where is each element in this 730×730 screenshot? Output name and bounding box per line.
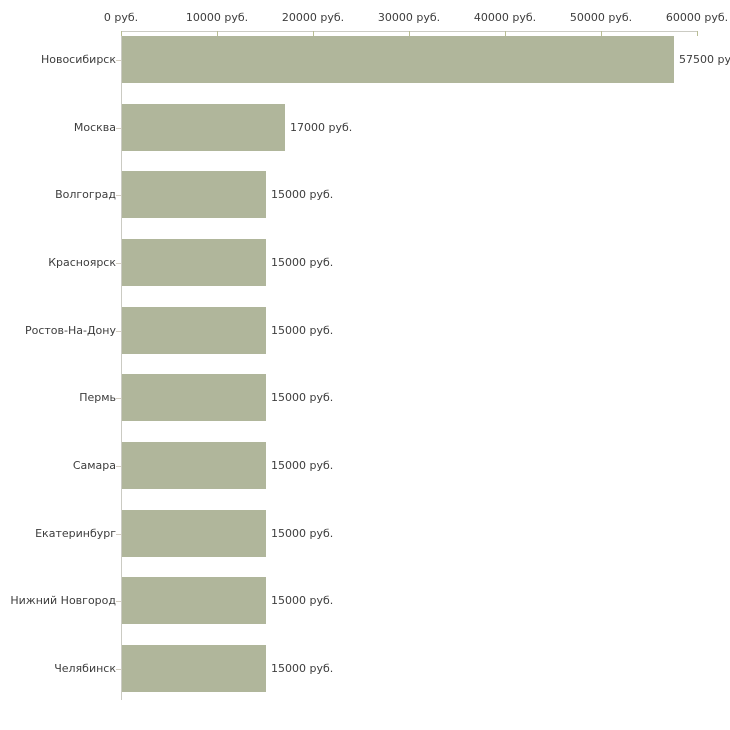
y-axis-tick-mark [116,669,121,670]
x-axis-tick-label: 10000 руб. [185,11,249,24]
value-label: 15000 руб. [271,188,334,201]
bar [122,577,266,624]
bar [122,36,674,83]
bar [122,307,266,354]
y-axis-tick-mark [116,331,121,332]
category-label: Нижний Новгород [10,594,116,607]
category-label: Екатеринбург [35,527,116,540]
y-axis-tick-mark [116,534,121,535]
x-axis-tick-mark [409,31,410,36]
bar [122,171,266,218]
value-label: 15000 руб. [271,662,334,675]
bar [122,239,266,286]
x-axis-tick-label: 50000 руб. [569,11,633,24]
category-label: Пермь [79,391,116,404]
x-axis-tick-mark [505,31,506,36]
value-label: 57500 руб. [679,53,730,66]
y-axis-tick-mark [116,601,121,602]
value-label: 15000 руб. [271,594,334,607]
y-axis-tick-mark [116,466,121,467]
value-label: 17000 руб. [290,121,353,134]
bar [122,374,266,421]
y-axis-tick-mark [116,195,121,196]
value-label: 15000 руб. [271,391,334,404]
x-axis-tick-mark [601,31,602,36]
y-axis-line [121,31,122,700]
y-axis-tick-mark [116,60,121,61]
x-axis-tick-mark [217,31,218,36]
x-axis-tick-mark [697,31,698,36]
value-label: 15000 руб. [271,527,334,540]
bar [122,510,266,557]
category-label: Новосибирск [40,53,116,66]
category-label: Москва [73,121,116,134]
x-axis-tick-label: 40000 руб. [473,11,537,24]
bar [122,645,266,692]
y-axis-tick-mark [116,128,121,129]
y-axis-tick-mark [116,398,121,399]
value-label: 15000 руб. [271,324,334,337]
x-axis-tick-mark [313,31,314,36]
bar [122,104,285,151]
value-label: 15000 руб. [271,256,334,269]
x-axis-tick-mark [121,31,122,36]
category-label: Красноярск [48,256,116,269]
y-axis-tick-mark [116,263,121,264]
value-label: 15000 руб. [271,459,334,472]
x-axis-tick-label: 60000 руб. [665,11,729,24]
x-axis-tick-label: 20000 руб. [281,11,345,24]
bar [122,442,266,489]
category-label: Самара [72,459,116,472]
x-axis-tick-label: 30000 руб. [377,11,441,24]
x-axis-tick-label: 0 руб. [103,11,139,24]
category-label: Ростов-На-Дону [24,324,116,337]
category-label: Волгоград [55,188,116,201]
category-label: Челябинск [54,662,116,675]
